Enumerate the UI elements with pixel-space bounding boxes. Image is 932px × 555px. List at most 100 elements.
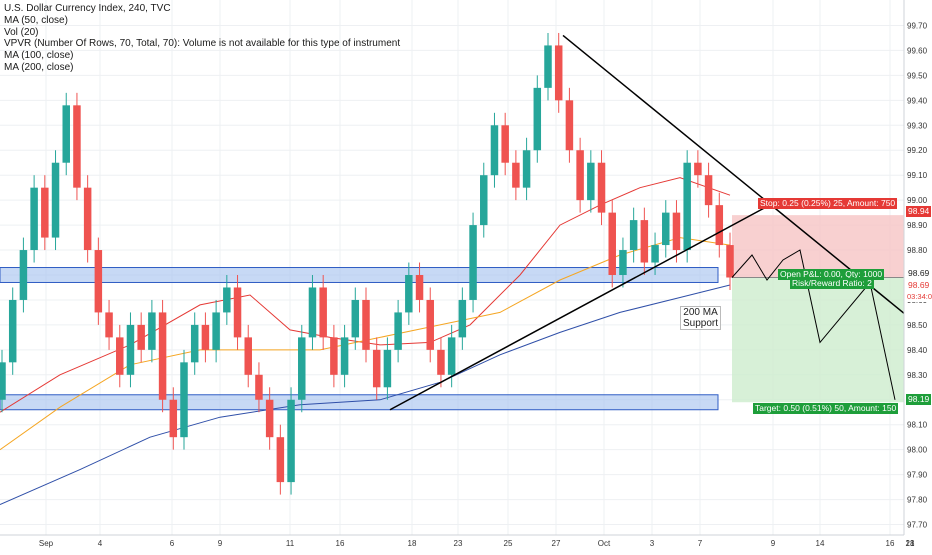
- y-tick-label: 99.40: [907, 96, 928, 105]
- candle-body: [512, 162, 520, 188]
- candle-body: [41, 187, 49, 238]
- candle-body: [298, 337, 306, 400]
- projection-path[interactable]: [731, 249, 896, 400]
- candle-body: [576, 150, 584, 201]
- candle-body: [319, 287, 327, 338]
- x-tick-label: 18: [906, 539, 915, 548]
- candle-body: [223, 287, 231, 313]
- y-tick-label: 99.30: [907, 121, 928, 130]
- legend-line: VPVR (Number Of Rows, 70, Total, 70): Vo…: [4, 38, 401, 50]
- y-tick-label: 97.70: [907, 521, 928, 530]
- current-price-tag-small: 98.69: [906, 280, 932, 291]
- support-zone: [0, 394, 719, 411]
- candle-body: [308, 287, 317, 338]
- y-tick-label: 99.10: [907, 171, 928, 180]
- y-tick-label: 98.50: [907, 321, 928, 330]
- candle-body: [726, 245, 734, 278]
- x-tick-label: 4: [98, 539, 103, 548]
- ma-support-note: 200 MA Support: [680, 306, 722, 330]
- candle-body: [683, 162, 691, 251]
- candle-body: [533, 87, 542, 151]
- candle-body: [148, 312, 156, 350]
- legend-line: Vol (20): [4, 26, 39, 38]
- candle-body: [501, 125, 509, 163]
- y-tick-label: 99.00: [907, 196, 928, 205]
- candle-body: [672, 212, 681, 251]
- candle-body: [233, 287, 242, 338]
- candle-body: [362, 299, 370, 350]
- y-tick-label: 99.70: [907, 21, 928, 30]
- candle-body: [30, 187, 38, 251]
- target-label: Target: 0.50 (0.51%) 50, Amount: 150: [753, 403, 899, 414]
- candle-body: [704, 175, 713, 206]
- candle-body: [469, 225, 477, 300]
- risk-reward-label: Risk/Reward Ratio: 2: [790, 278, 874, 289]
- candle-body: [190, 324, 199, 363]
- candle-body: [608, 212, 616, 275]
- x-tick-label: Sep: [39, 539, 54, 548]
- candle-body: [340, 337, 349, 375]
- candle-body: [19, 250, 28, 300]
- candle-body: [662, 212, 670, 246]
- x-tick-label: 14: [816, 539, 825, 548]
- candle-body: [587, 162, 595, 201]
- y-tick-label: 98.80: [907, 246, 928, 255]
- y-tick-label: 97.80: [907, 496, 928, 505]
- candle-body: [265, 399, 274, 438]
- x-tick-label: 3: [650, 539, 655, 548]
- x-tick-label: Oct: [598, 539, 611, 548]
- candle-body: [522, 150, 531, 188]
- trendline: [562, 34, 907, 316]
- candle-body: [169, 399, 178, 438]
- ma-200-line: [0, 284, 731, 506]
- y-tick-label: 98.40: [907, 346, 928, 355]
- candle-body: [105, 312, 113, 338]
- y-tick-label: 99.60: [907, 46, 928, 55]
- x-tick-label: 21: [906, 539, 915, 548]
- support-zones: [0, 267, 719, 411]
- projection-line: [731, 249, 896, 400]
- candle-body: [640, 220, 649, 263]
- candle-body: [480, 175, 488, 226]
- y-tick-label: 98.00: [907, 446, 928, 455]
- stop-price-tag: 98.94: [906, 206, 932, 217]
- candle-body: [287, 399, 295, 483]
- time-axis-bg: [0, 535, 932, 550]
- x-tick-label: 25: [504, 539, 513, 548]
- candle-body: [372, 349, 381, 388]
- x-tick-label: 6: [170, 539, 175, 548]
- candle-body: [694, 162, 702, 176]
- candle-body: [83, 187, 92, 251]
- legend-title: U.S. Dollar Currency Index, 240, TVC: [4, 3, 171, 14]
- legend-line: MA (200, close): [4, 61, 74, 73]
- candle-body: [394, 312, 402, 350]
- candle-body: [415, 275, 424, 300]
- candle-body: [351, 299, 360, 338]
- trendlines[interactable]: [389, 34, 907, 411]
- candle-body: [383, 349, 392, 388]
- x-tick-label: 11: [286, 539, 295, 548]
- candle-body: [8, 299, 17, 363]
- y-tick-label: 99.50: [907, 71, 928, 80]
- x-tick-label: 9: [218, 539, 223, 548]
- candle-body: [405, 275, 413, 313]
- candle-body: [715, 205, 724, 246]
- candle-body: [544, 45, 552, 88]
- x-tick-label: 16: [336, 539, 345, 548]
- current-price-tag: 98.69: [906, 268, 932, 279]
- x-tick-label: 16: [886, 539, 895, 548]
- stop-label: Stop: 0.25 (0.25%) 25, Amount: 750: [758, 198, 898, 209]
- candle-body: [212, 312, 220, 350]
- y-tick-label: 98.30: [907, 371, 928, 380]
- y-tick-label: 99.20: [907, 146, 928, 155]
- candle-body: [447, 337, 456, 375]
- candle-body: [158, 312, 167, 400]
- candle-body: [565, 100, 574, 151]
- candle-body: [126, 324, 135, 375]
- y-tick-label: 98.10: [907, 421, 928, 430]
- x-tick-label: 23: [454, 539, 463, 548]
- stop-zone: [732, 215, 906, 278]
- y-tick-label: 98.90: [907, 221, 928, 230]
